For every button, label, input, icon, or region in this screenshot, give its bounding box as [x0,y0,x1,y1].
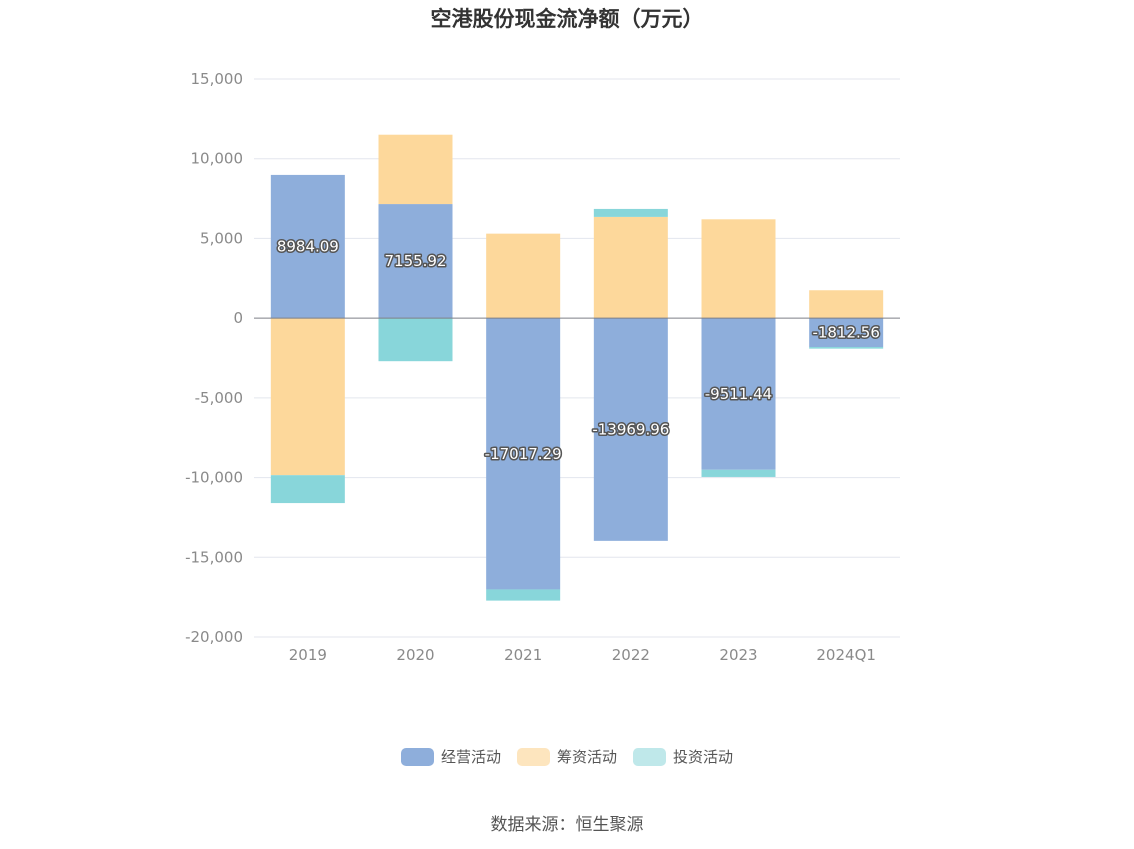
bar-经营活动-2022 [593,318,668,541]
legend-swatch [633,748,666,766]
y-tick-label: -20,000 [185,628,243,646]
legend-label: 筹资活动 [557,748,617,766]
x-tick-label: 2022 [612,646,650,664]
data-label: -17017.29 [485,445,562,463]
legend-swatch [401,748,434,766]
legend-label: 投资活动 [673,748,733,766]
data-source-note: 数据来源：恒生聚源 [491,815,644,835]
bar-投资活动-2021 [486,589,561,601]
y-tick-label: 0 [233,309,243,327]
legend-item-筹资活动[interactable]: 筹资活动 [517,748,617,766]
bar-投资活动-2023 [701,469,776,477]
data-labels: 8984.09 7155.92 -17017.29 -13969.96 -9511.44… [275,236,881,464]
legend-item-投资活动[interactable]: 投资活动 [633,748,733,766]
legend: 经营活动 筹资活动 投资活动 [401,748,733,766]
y-tick-label: 15,000 [191,70,244,88]
data-label: 8984.09 [277,238,339,256]
bar-筹资活动-2023 [701,219,776,319]
x-axis: 2019 2020 2021 2022 2023 2024Q1 [289,646,876,664]
x-tick-label: 2020 [396,646,434,664]
bar-经营活动-2021 [486,318,561,590]
legend-swatch [517,748,550,766]
data-label: 7155.92 [384,252,446,270]
bar-经营活动-2019 [270,174,345,319]
x-tick-label: 2019 [289,646,327,664]
bar-筹资活动-2021 [486,233,561,319]
y-tick-label: -15,000 [185,548,243,566]
legend-item-经营活动[interactable]: 经营活动 [401,748,501,766]
bar-投资活动-2019 [270,475,345,504]
bars [270,134,884,601]
y-tick-label: 5,000 [200,229,243,247]
x-tick-label: 2021 [504,646,542,664]
y-tick-label: 10,000 [191,150,244,168]
bar-投资活动-2022 [593,208,668,217]
x-tick-label: 2023 [719,646,757,664]
y-axis: 15,000 10,000 5,000 0 -5,000 -10,000 -15,000 -2… [185,70,243,646]
legend-label: 经营活动 [441,748,501,766]
y-tick-label: -10,000 [185,469,243,487]
y-tick-label: -5,000 [195,389,243,407]
data-label: -9511.44 [705,385,772,403]
x-tick-label: 2024Q1 [816,646,876,664]
grid-lines [254,78,900,638]
bar-筹资活动-2024Q1 [809,290,884,319]
bar-筹资活动-2022 [593,216,668,319]
bar-筹资活动-2019 [270,318,345,476]
bar-投资活动-2020 [378,318,453,362]
data-label: -1812.56 [812,324,879,342]
bar-投资活动-2024Q1 [809,347,884,349]
bar-经营活动-2024Q1 [809,318,884,348]
data-label: -13969.96 [592,421,669,439]
bar-经营活动-2023 [701,318,776,470]
bar-经营活动-2020 [378,204,453,319]
chart-title: 空港股份现金流净额（万元） [431,7,704,31]
bar-筹资活动-2020 [378,134,453,205]
